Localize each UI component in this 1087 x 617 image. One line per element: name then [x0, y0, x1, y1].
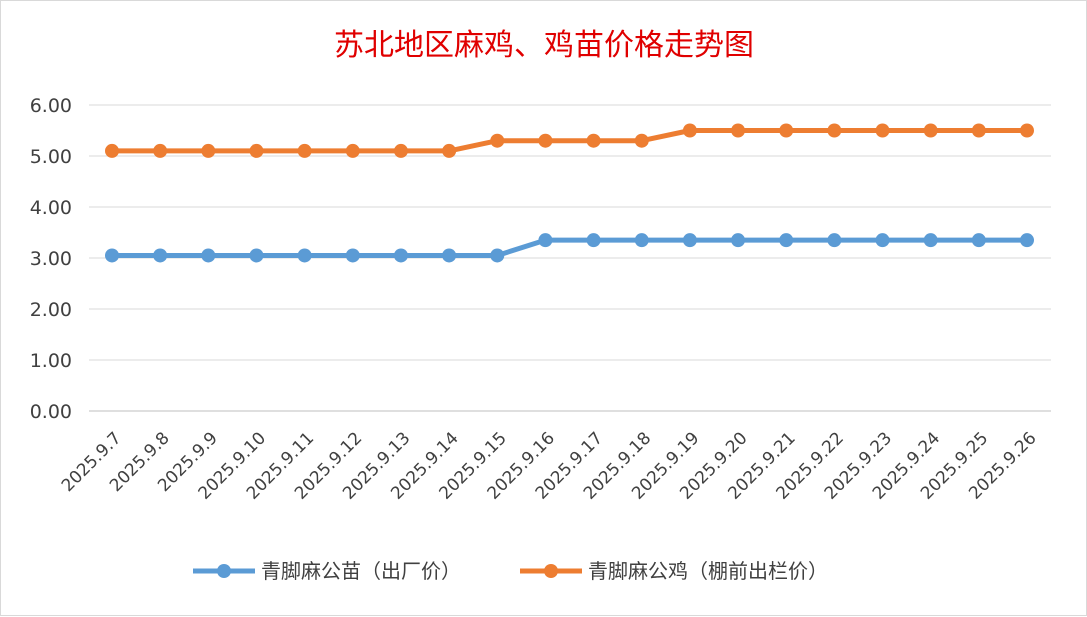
data-point[interactable]: [105, 248, 119, 263]
data-point[interactable]: [827, 123, 842, 138]
legend-label-series-1: 青脚麻公鸡（棚前出栏价）: [588, 559, 828, 583]
data-point[interactable]: [393, 248, 408, 263]
data-point[interactable]: [442, 248, 457, 263]
series-0: [105, 233, 1034, 263]
legend-marker-series-1: [544, 564, 558, 578]
series-line: [109, 128, 1030, 154]
data-point[interactable]: [682, 123, 697, 138]
data-point[interactable]: [490, 248, 505, 263]
data-point[interactable]: [923, 123, 938, 138]
data-point[interactable]: [731, 123, 746, 138]
data-point[interactable]: [153, 248, 168, 263]
data-point[interactable]: [490, 133, 505, 148]
data-point[interactable]: [634, 233, 649, 248]
y-tick-label: 4.00: [30, 197, 72, 219]
data-point[interactable]: [538, 233, 553, 248]
data-point[interactable]: [682, 233, 697, 248]
grid-lines: [89, 104, 1051, 412]
data-point[interactable]: [538, 133, 553, 148]
data-point[interactable]: [586, 133, 601, 148]
data-point[interactable]: [393, 143, 408, 158]
data-point[interactable]: [634, 133, 649, 148]
data-point[interactable]: [297, 143, 312, 158]
chart-title: 苏北地区麻鸡、鸡苗价格走势图: [334, 28, 754, 63]
series-line: [109, 237, 1030, 258]
legend-item-series-1[interactable]: 青脚麻公鸡（棚前出栏价）: [520, 559, 828, 583]
data-point[interactable]: [442, 143, 457, 158]
data-point[interactable]: [779, 123, 794, 138]
data-point[interactable]: [971, 233, 986, 248]
data-point[interactable]: [1020, 233, 1034, 248]
data-point[interactable]: [923, 233, 938, 248]
data-point[interactable]: [875, 123, 890, 138]
data-point[interactable]: [201, 248, 216, 263]
legend-label-series-0: 青脚麻公苗（出厂价）: [261, 559, 461, 583]
data-point[interactable]: [201, 143, 216, 158]
data-point[interactable]: [875, 233, 890, 248]
legend: 青脚麻公苗（出厂价） 青脚麻公鸡（棚前出栏价）: [193, 559, 828, 583]
data-point[interactable]: [345, 248, 360, 263]
data-point[interactable]: [297, 248, 312, 263]
y-tick-label: 3.00: [30, 248, 72, 270]
data-point[interactable]: [586, 233, 601, 248]
data-point[interactable]: [1020, 123, 1034, 138]
legend-marker-series-0: [217, 564, 231, 578]
y-tick-label: 2.00: [30, 299, 72, 321]
data-point[interactable]: [345, 143, 360, 158]
series-1: [105, 123, 1034, 158]
y-tick-label: 1.00: [30, 350, 72, 372]
data-point[interactable]: [731, 233, 746, 248]
data-point[interactable]: [105, 143, 119, 158]
data-point[interactable]: [827, 233, 842, 248]
data-point[interactable]: [971, 123, 986, 138]
y-tick-label: 6.00: [30, 95, 72, 117]
data-point[interactable]: [153, 143, 168, 158]
y-tick-label: 0.00: [30, 401, 72, 423]
x-axis-ticks: 2025.9.72025.9.82025.9.92025.9.102025.9.…: [58, 428, 1041, 503]
y-tick-label: 5.00: [30, 146, 72, 168]
series-layer: [105, 123, 1034, 263]
y-axis-ticks: 0.00 1.00 2.00 3.00 4.00 5.00 6.00: [30, 95, 72, 423]
data-point[interactable]: [249, 248, 264, 263]
data-point[interactable]: [249, 143, 264, 158]
legend-item-series-0[interactable]: 青脚麻公苗（出厂价）: [193, 559, 461, 583]
data-point[interactable]: [779, 233, 794, 248]
